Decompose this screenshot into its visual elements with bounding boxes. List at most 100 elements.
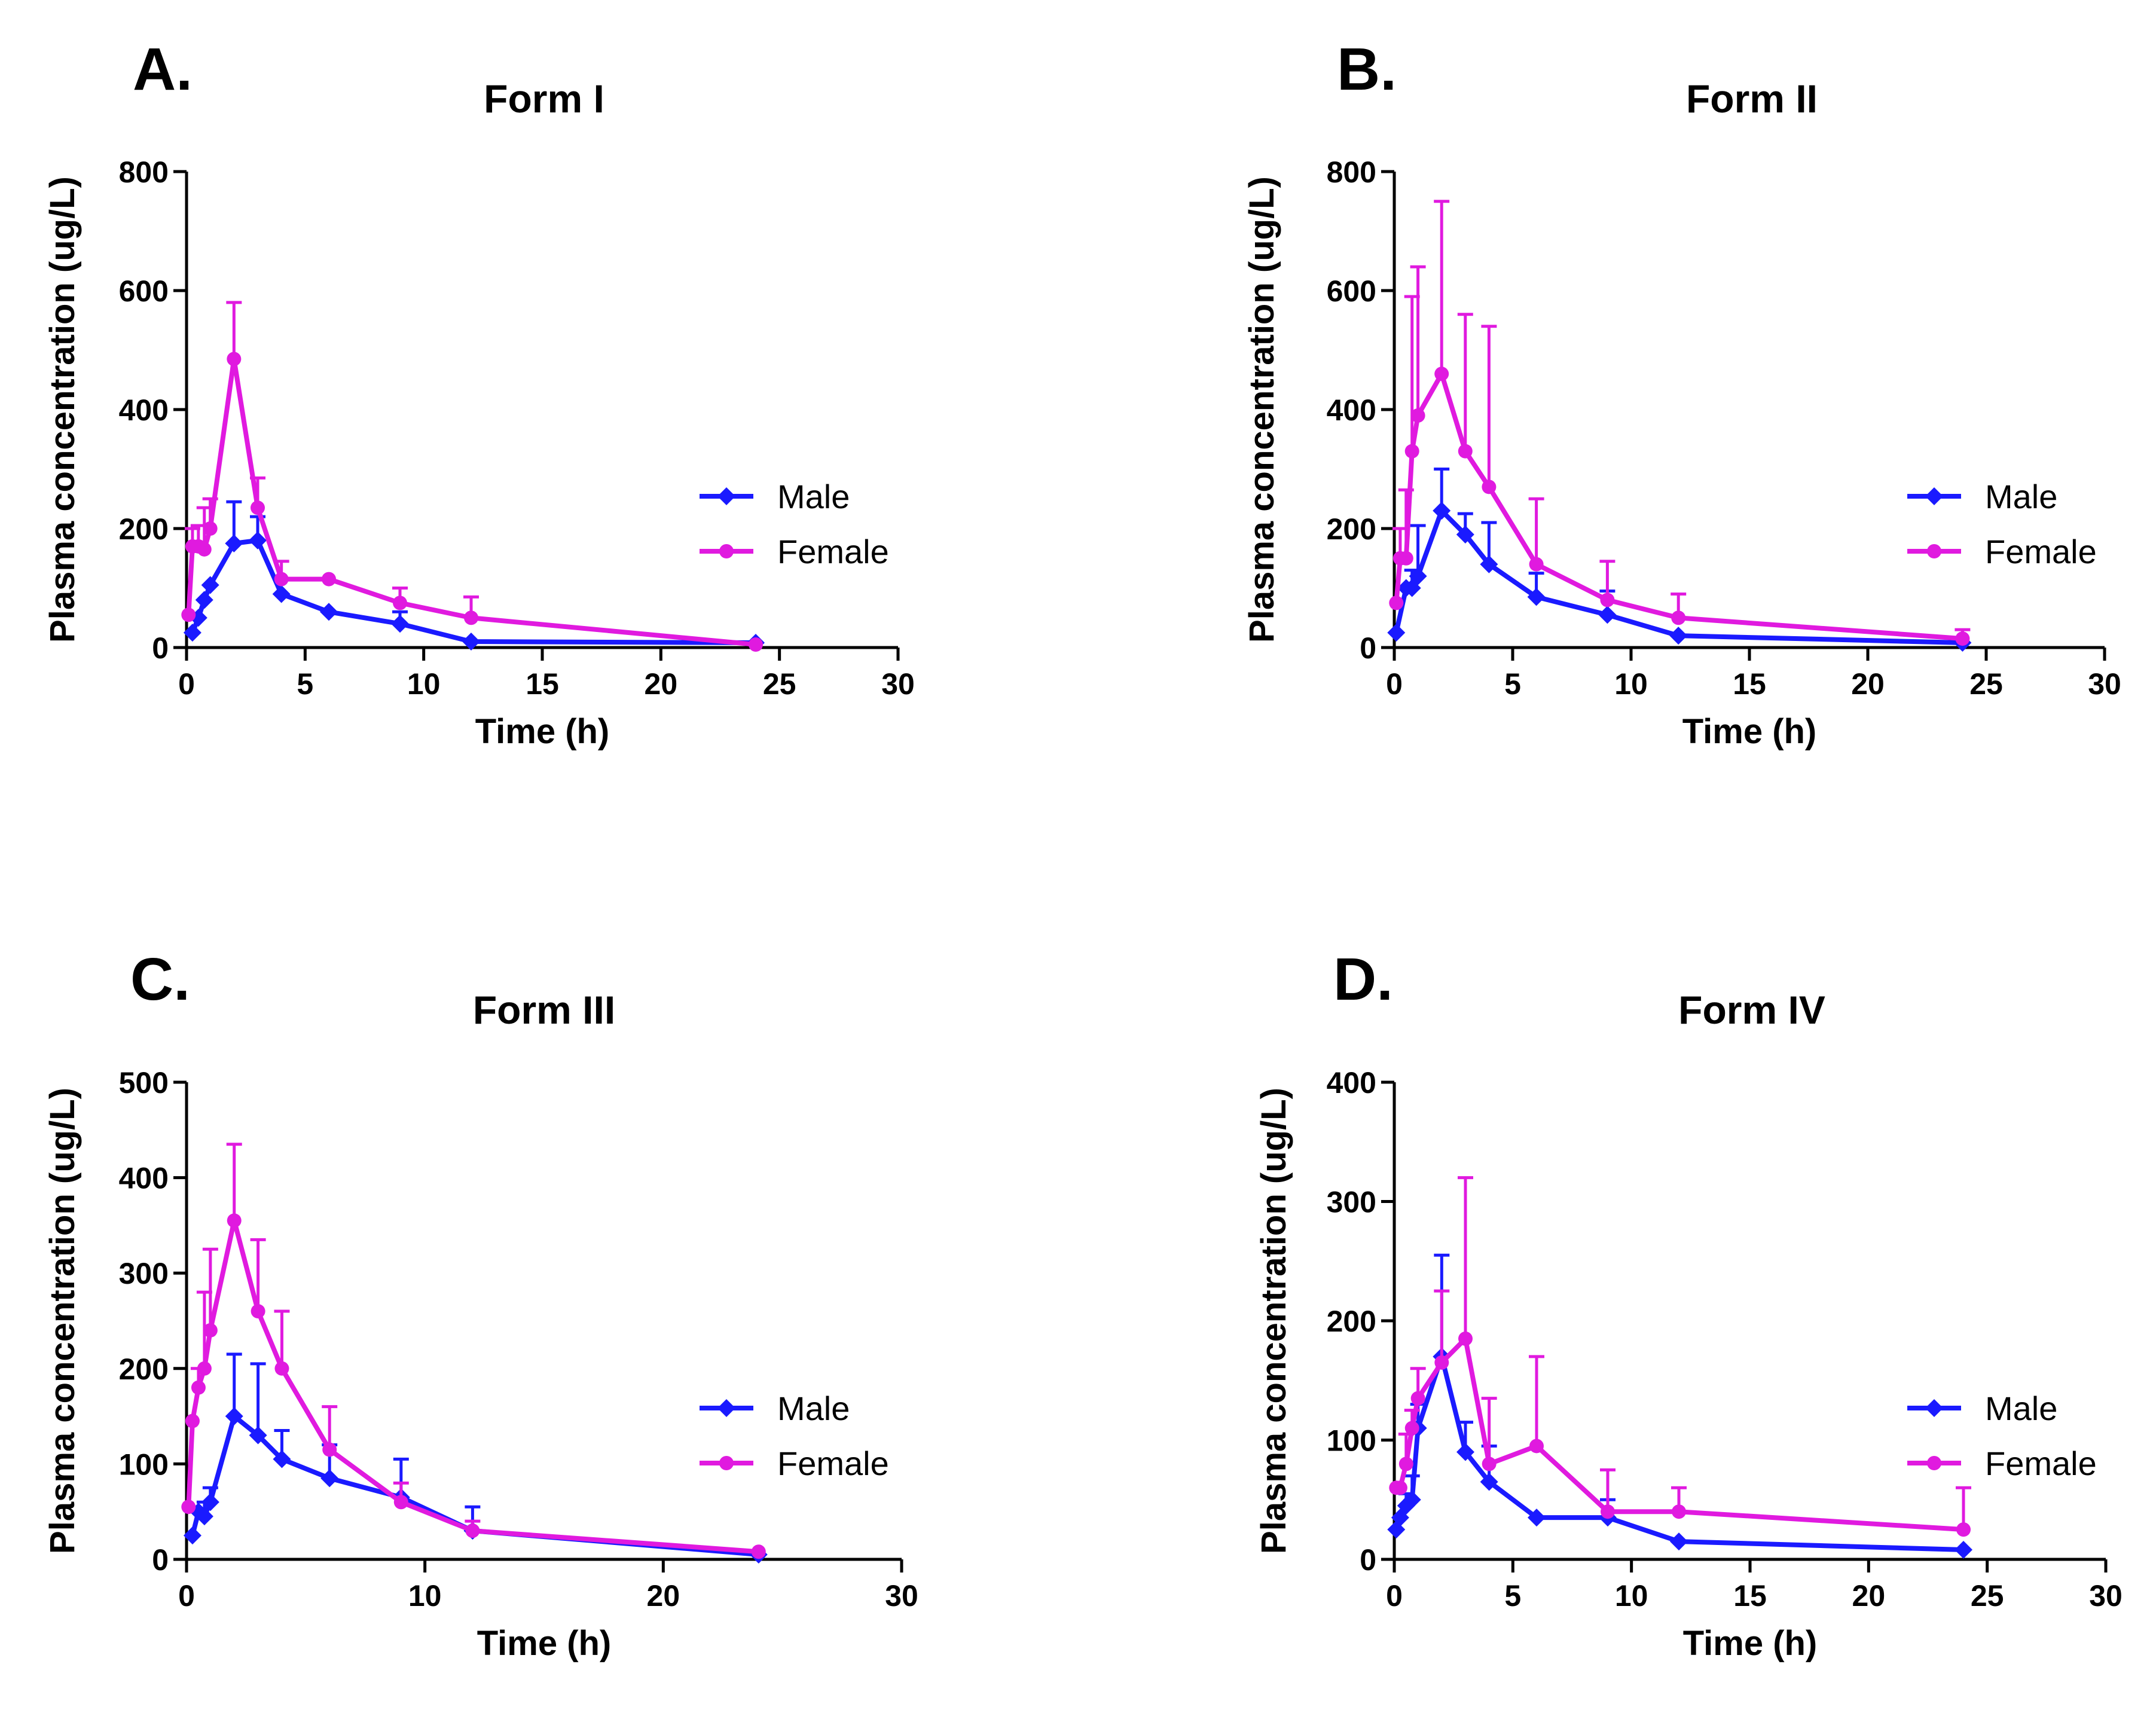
x-tick-label: 20	[1852, 1579, 1886, 1613]
data-point	[1528, 1509, 1546, 1527]
series-male	[183, 500, 765, 652]
data-point	[1456, 1443, 1474, 1461]
data-point	[1480, 555, 1498, 573]
x-tick-label: 30	[2089, 1579, 2123, 1613]
series-line	[186, 1218, 759, 1555]
data-point	[251, 500, 265, 515]
data-point	[1480, 1473, 1498, 1491]
data-point	[191, 1380, 206, 1395]
x-tick-label: 5	[297, 667, 313, 701]
x-tick-label: 5	[1504, 667, 1521, 701]
x-tick-label: 20	[647, 1579, 680, 1613]
y-tick-label: 400	[119, 393, 169, 427]
data-point	[195, 591, 213, 609]
data-point	[320, 1469, 339, 1488]
series-female	[181, 1143, 766, 1559]
x-tick-label: 0	[1386, 1579, 1403, 1613]
data-point	[183, 624, 201, 642]
data-point	[1458, 1331, 1473, 1346]
y-axis-label: Plasma concentration (ug/L)	[43, 176, 82, 643]
series-female	[181, 301, 763, 652]
panel-0: A. Form I 0 200 400 600 800 0 5 10 15 20 25 30 Time (h…	[43, 36, 915, 751]
legend-item-female: Female	[700, 533, 889, 570]
data-point	[1409, 567, 1427, 585]
y-tick-label: 100	[119, 1448, 169, 1481]
data-point	[1955, 1541, 1972, 1559]
legend-label: Female	[1985, 533, 2097, 570]
data-point	[185, 1413, 200, 1428]
x-tick-label: 25	[1969, 667, 2003, 701]
series-female	[1389, 1176, 1971, 1537]
y-tick-label: 200	[119, 512, 169, 546]
y-tick-label: 300	[1327, 1186, 1376, 1219]
y-tick-label: 0	[1360, 1543, 1376, 1577]
data-point	[1434, 367, 1449, 381]
data-point	[1672, 1504, 1686, 1519]
data-point	[251, 1304, 265, 1319]
series-female	[1389, 200, 1971, 646]
panel-letter: D.	[1333, 946, 1393, 1013]
y-tick-label: 600	[1327, 274, 1376, 308]
legend-item-male: Male	[1907, 1390, 2057, 1427]
chart-title: Form I	[484, 77, 604, 121]
legend-label: Male	[1985, 1390, 2057, 1427]
x-tick-label: 15	[526, 667, 559, 701]
legend-marker	[719, 1456, 734, 1470]
y-tick-label: 800	[119, 155, 169, 189]
data-point	[1482, 480, 1497, 494]
data-point	[320, 603, 338, 621]
x-axis-label: Time (h)	[1682, 712, 1817, 751]
legend-label: Female	[777, 1445, 889, 1482]
legend-item-female: Female	[700, 1445, 889, 1482]
x-tick-label: 5	[1504, 1579, 1521, 1613]
legend-marker	[717, 487, 735, 505]
data-point	[1956, 1522, 1971, 1537]
y-tick-label: 300	[119, 1257, 169, 1290]
x-tick-label: 10	[407, 667, 441, 701]
data-point	[1527, 588, 1546, 606]
data-point	[749, 637, 763, 652]
data-point	[227, 352, 242, 367]
legend-marker	[717, 1399, 735, 1417]
data-point	[1433, 502, 1451, 520]
data-point	[1404, 1421, 1419, 1436]
data-point	[181, 1500, 196, 1515]
x-tick-label: 20	[1851, 667, 1885, 701]
data-point	[1398, 1457, 1413, 1471]
y-tick-label: 500	[119, 1066, 169, 1100]
data-point	[1410, 1391, 1425, 1406]
x-tick-label: 30	[2088, 667, 2121, 701]
data-point	[1398, 551, 1413, 566]
x-tick-label: 0	[178, 1579, 195, 1613]
y-tick-label: 400	[1327, 393, 1376, 427]
data-point	[1600, 593, 1615, 607]
x-axis-label: Time (h)	[1683, 1624, 1818, 1663]
x-tick-label: 10	[1615, 1579, 1648, 1613]
panel-letter: C.	[130, 946, 190, 1013]
y-tick-label: 200	[119, 1352, 169, 1386]
data-point	[203, 521, 218, 536]
data-point	[751, 1544, 766, 1559]
data-point	[1598, 606, 1617, 624]
panel-1: B. Form II 0 200 400 600 800 0 5 10 15 20 25 30 Time (…	[1242, 36, 2121, 751]
legend-label: Male	[777, 1390, 850, 1427]
data-point	[1601, 1504, 1615, 1519]
y-tick-label: 400	[1327, 1066, 1376, 1100]
chart-title: Form II	[1686, 77, 1818, 121]
data-point	[1529, 557, 1544, 572]
x-tick-label: 30	[881, 667, 915, 701]
y-tick-label: 200	[1327, 1305, 1376, 1338]
data-point	[201, 576, 219, 594]
chart-title: Form IV	[1678, 988, 1825, 1032]
y-tick-label: 400	[119, 1162, 169, 1195]
panel-letter: A.	[133, 36, 193, 103]
legend-marker	[1927, 1456, 1941, 1470]
data-point	[322, 572, 336, 587]
data-point	[274, 1361, 289, 1376]
data-point	[249, 1426, 267, 1445]
x-tick-label: 20	[645, 667, 678, 701]
y-tick-label: 0	[152, 631, 169, 665]
data-point	[203, 1323, 218, 1338]
chart-title: Form III	[473, 988, 615, 1032]
